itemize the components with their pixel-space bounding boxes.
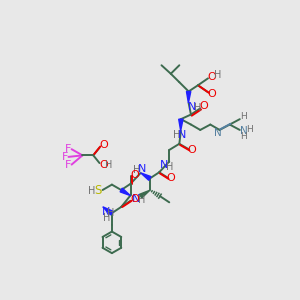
Polygon shape [141,173,151,180]
Text: O: O [130,169,139,180]
Text: F: F [62,152,69,162]
Text: O: O [208,72,216,82]
Text: O: O [130,194,139,204]
Text: H: H [138,195,145,205]
Text: F: F [65,144,72,154]
Text: H: H [166,162,174,172]
Text: O: O [187,145,196,155]
Text: H: H [133,165,140,175]
Text: O: O [199,101,208,111]
Text: N: N [101,207,110,217]
Text: N: N [240,127,248,136]
Polygon shape [120,188,130,196]
Text: N: N [160,160,168,170]
Text: N: N [188,102,197,112]
Text: H: H [214,70,221,80]
Text: N: N [132,194,140,204]
Text: O: O [99,160,108,170]
Text: N: N [214,128,222,138]
Polygon shape [103,207,113,215]
Text: O: O [167,173,175,184]
Text: H: H [105,160,112,170]
Text: S: S [94,184,102,197]
Text: H: H [107,208,115,218]
Text: O: O [99,140,108,150]
Text: H: H [240,112,247,121]
Polygon shape [179,119,183,131]
Text: N: N [138,164,146,174]
Text: H: H [194,103,202,112]
Text: H: H [246,125,253,134]
Text: F: F [65,160,72,170]
Text: H: H [240,132,247,141]
Text: N: N [178,130,187,140]
Text: H: H [103,213,110,223]
Text: O: O [208,89,216,99]
Polygon shape [140,190,150,198]
Text: H: H [172,130,180,140]
Text: H: H [88,186,95,196]
Polygon shape [187,92,191,103]
